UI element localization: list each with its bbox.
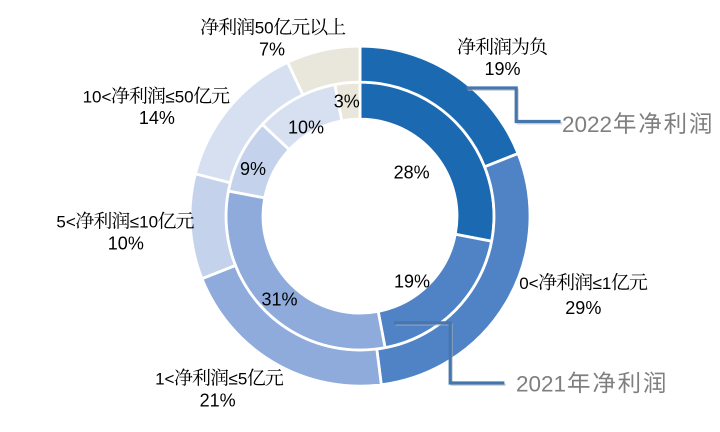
svg-text:1<: 1< [155,369,174,388]
svg-text:5<: 5< [56,213,75,232]
svg-text:19%: 19% [485,59,521,79]
svg-text:2022: 2022 [562,112,612,137]
svg-text:14%: 14% [139,108,175,128]
svg-text:7%: 7% [259,40,285,60]
svg-text:3%: 3% [334,91,360,111]
svg-text:2021: 2021 [516,371,566,396]
svg-text:28%: 28% [394,162,430,182]
svg-text:10<: 10< [83,87,112,106]
svg-text:9%: 9% [240,159,266,179]
svg-text:21%: 21% [200,391,236,411]
svg-text:19%: 19% [394,271,430,291]
svg-text:0<: 0< [519,274,538,293]
svg-text:50: 50 [255,19,274,38]
svg-text:≤10: ≤10 [130,213,158,232]
svg-text:≤5: ≤5 [229,369,248,388]
svg-text:29%: 29% [565,298,601,318]
svg-text:≤50: ≤50 [165,87,193,106]
svg-text:≤1: ≤1 [593,274,612,293]
svg-text:10%: 10% [288,117,324,137]
svg-text:31%: 31% [262,289,298,309]
svg-text:10%: 10% [108,233,144,253]
